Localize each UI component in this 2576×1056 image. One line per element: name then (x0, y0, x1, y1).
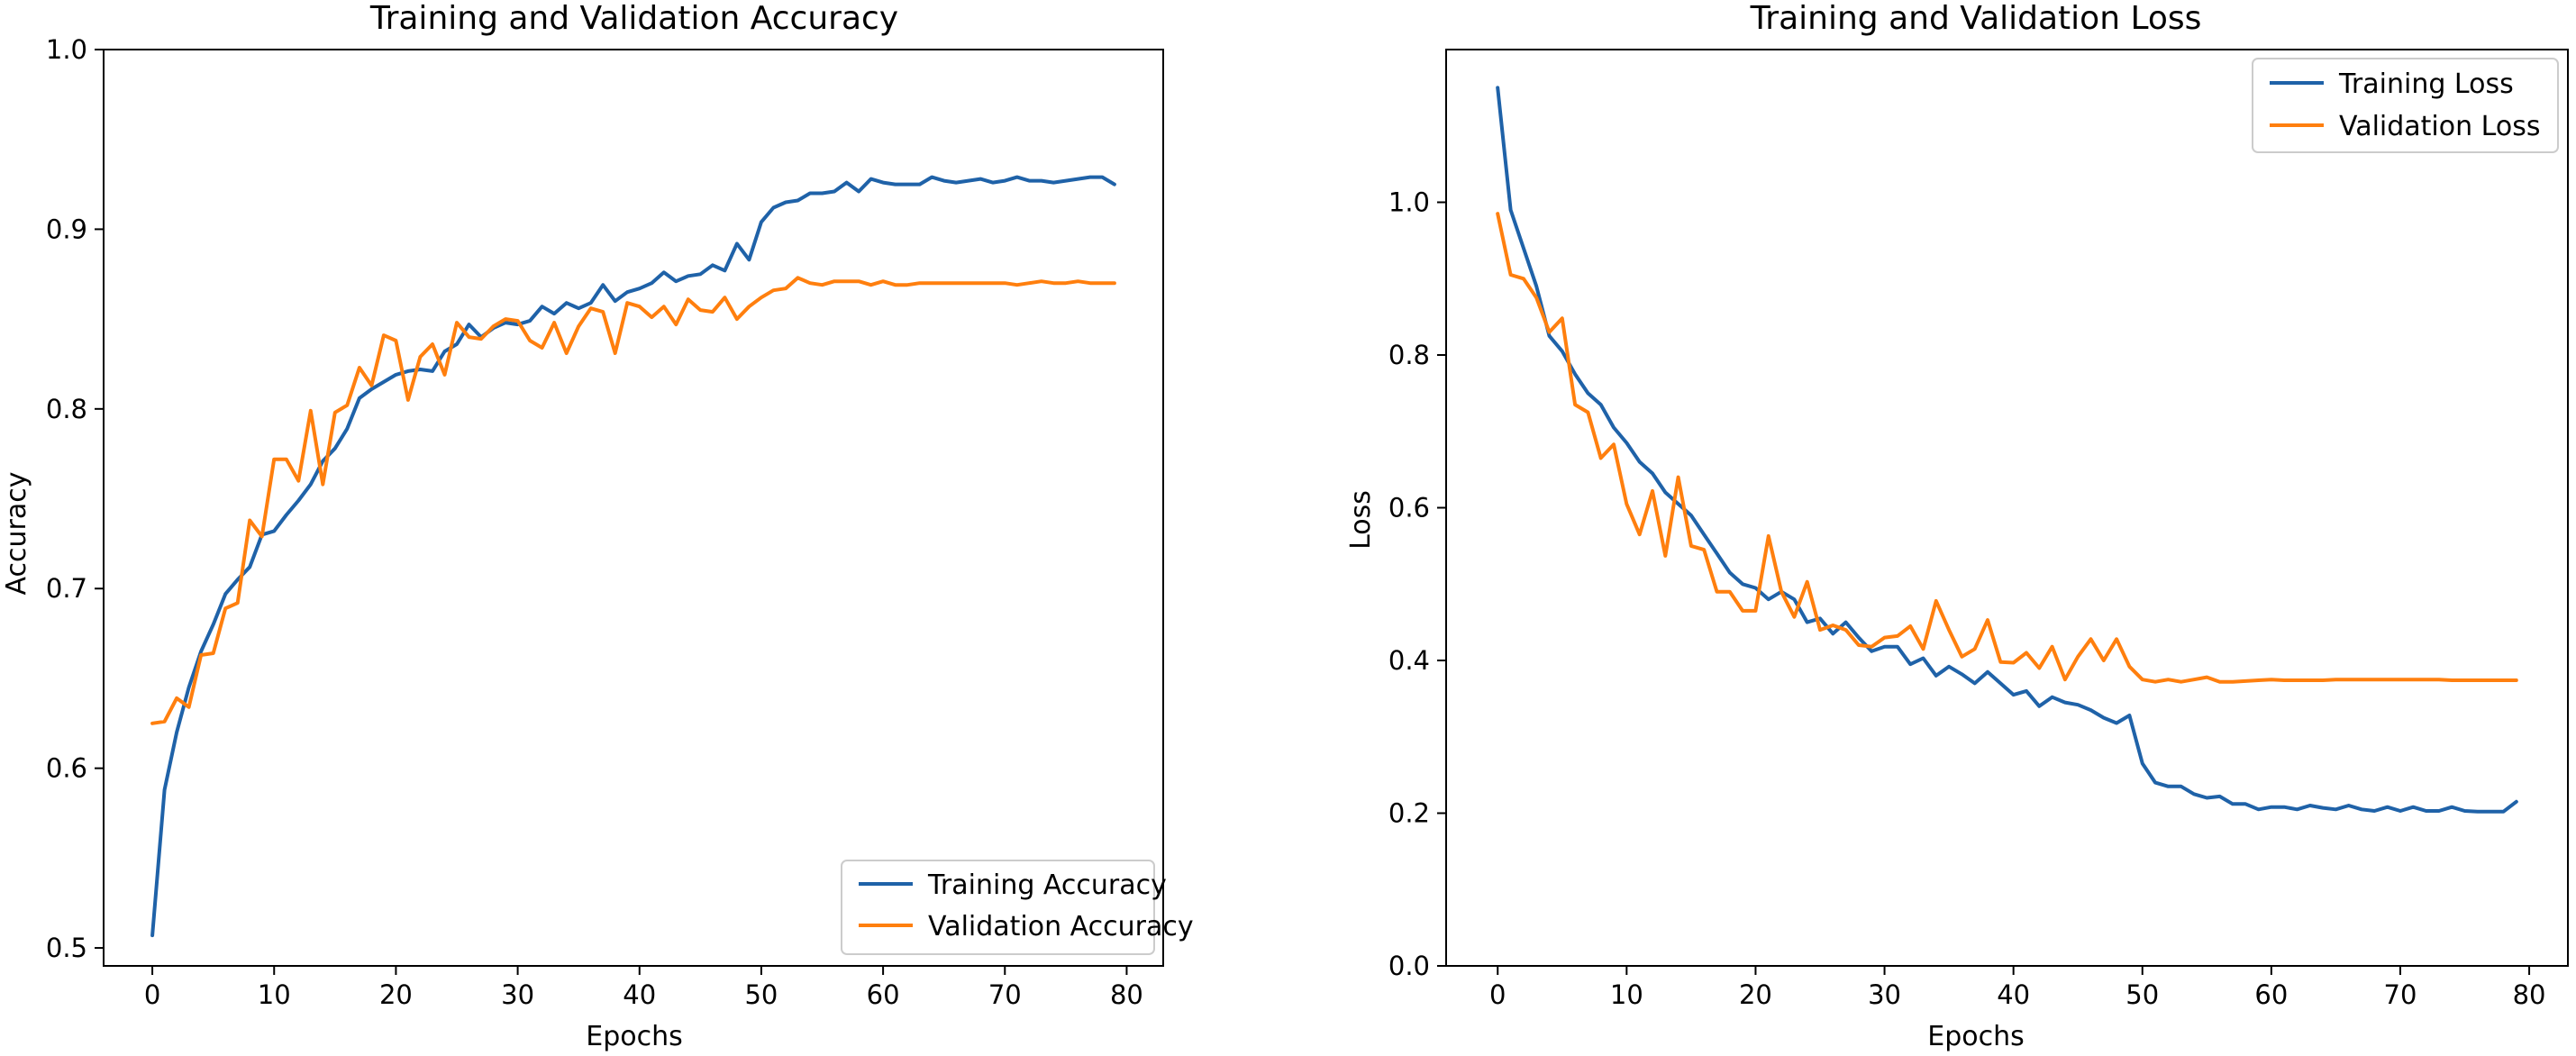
accuracy-x-tick-label: 50 (744, 979, 778, 1010)
loss-x-tick-label: 70 (2384, 979, 2417, 1010)
loss-y-axis-label: Loss (1345, 490, 1377, 550)
loss-legend-box (2252, 58, 2559, 153)
accuracy-legend-box (841, 860, 1155, 955)
accuracy-chart: Training and Validation Accuracy Epochs … (1, 0, 1194, 1052)
accuracy-y-tick-label: 0.6 (46, 753, 87, 784)
accuracy-series-lines (150, 175, 1116, 938)
loss-chart-title: Training and Validation Loss (1750, 0, 2202, 37)
accuracy-x-tick-label: 60 (867, 979, 900, 1010)
accuracy-x-tick-label: 0 (144, 979, 160, 1010)
accuracy-x-tick-label: 10 (258, 979, 291, 1010)
loss-x-tick-label: 20 (1739, 979, 1772, 1010)
legend-label-training-accuracy: Training Accuracy (927, 869, 1167, 901)
loss-y-tick-label: 0.2 (1388, 798, 1430, 829)
loss-series-lines (1496, 86, 2518, 814)
loss-x-tick-label: 40 (1997, 979, 2030, 1010)
loss-y-ticks: 0.0 0.2 0.4 0.6 0.8 1.0 (1388, 187, 1446, 981)
loss-legend: Training Loss Validation Loss (2252, 58, 2559, 153)
accuracy-x-tick-label: 30 (501, 979, 534, 1010)
accuracy-y-tick-label: 0.5 (46, 933, 87, 963)
accuracy-y-axis-label: Accuracy (1, 472, 32, 596)
loss-x-tick-label: 50 (2125, 979, 2159, 1010)
accuracy-x-tick-label: 40 (623, 979, 656, 1010)
series-line-validation-loss (1496, 212, 2518, 684)
accuracy-y-tick-label: 0.9 (46, 214, 87, 244)
loss-plot-frame (1445, 49, 2569, 967)
accuracy-x-tick-label: 20 (379, 979, 413, 1010)
accuracy-x-ticks: 0 10 20 30 40 50 60 70 80 (144, 966, 1143, 1010)
legend-label-validation-accuracy: Validation Accuracy (928, 911, 1194, 942)
loss-chart: Training and Validation Loss Epochs Loss… (1345, 0, 2569, 1052)
loss-y-tick-label: 0.0 (1388, 951, 1430, 981)
loss-y-tick-label: 0.8 (1388, 340, 1430, 370)
series-line-validation-accuracy (150, 276, 1116, 725)
loss-x-tick-label: 10 (1610, 979, 1643, 1010)
accuracy-y-tick-label: 0.7 (46, 573, 87, 604)
loss-x-axis-label: Epochs (1927, 1021, 2025, 1052)
legend-label-training-loss: Training Loss (2338, 68, 2514, 100)
accuracy-x-axis-label: Epochs (586, 1021, 683, 1052)
loss-x-tick-label: 60 (2254, 979, 2288, 1010)
accuracy-y-tick-label: 0.8 (46, 394, 87, 424)
loss-x-ticks: 0 10 20 30 40 50 60 70 80 (1489, 966, 2546, 1010)
legend-label-validation-loss: Validation Loss (2339, 111, 2540, 142)
series-line-training-loss (1496, 86, 2518, 814)
loss-x-tick-label: 0 (1489, 979, 1506, 1010)
accuracy-y-ticks: 0.5 0.6 0.7 0.8 0.9 1.0 (46, 34, 104, 963)
loss-x-tick-label: 80 (2513, 979, 2546, 1010)
accuracy-x-tick-label: 80 (1110, 979, 1143, 1010)
series-line-training-accuracy (150, 175, 1116, 938)
accuracy-chart-title: Training and Validation Accuracy (369, 0, 898, 37)
accuracy-y-tick-label: 1.0 (46, 34, 87, 65)
accuracy-legend: Training Accuracy Validation Accuracy (841, 860, 1194, 955)
loss-y-tick-label: 1.0 (1388, 187, 1430, 218)
accuracy-plot-frame (103, 49, 1164, 967)
loss-y-tick-label: 0.6 (1388, 493, 1430, 523)
loss-x-tick-label: 30 (1868, 979, 1901, 1010)
accuracy-x-tick-label: 70 (988, 979, 1022, 1010)
loss-y-tick-label: 0.4 (1388, 645, 1430, 676)
